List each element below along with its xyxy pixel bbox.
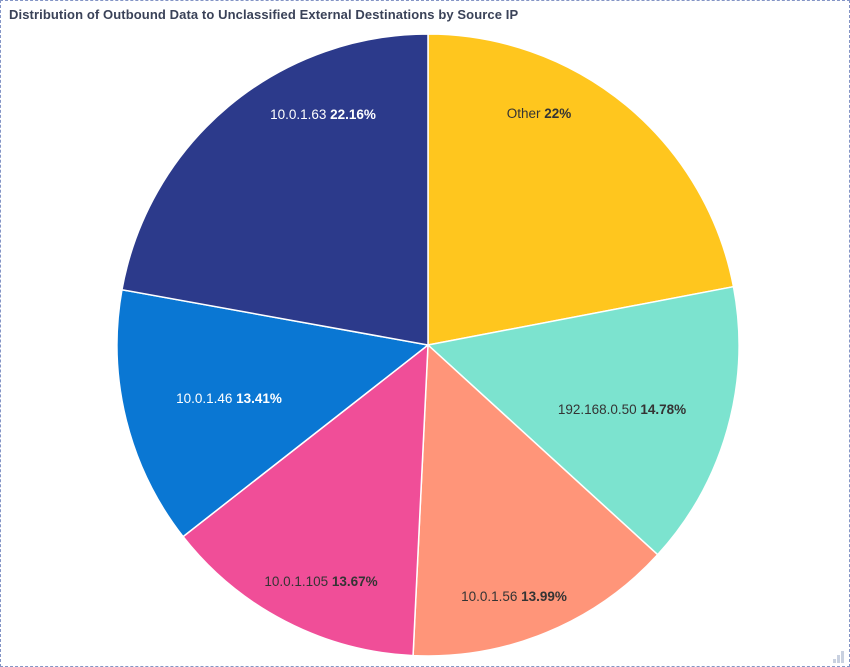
pie-slice-10-0-1-56[interactable] bbox=[412, 344, 659, 657]
pie-slice-192-168-0-50[interactable] bbox=[427, 285, 740, 556]
resize-handle-icon[interactable] bbox=[833, 651, 845, 663]
pie-slice-10-0-1-46[interactable] bbox=[116, 289, 429, 538]
pie-slice-10-0-1-63[interactable] bbox=[121, 33, 429, 346]
pie-slice-label: 10.0.1.46 13.41% bbox=[176, 391, 282, 406]
pie-slice-label: 192.168.0.50 14.78% bbox=[558, 402, 686, 417]
pie-slice-10-0-1-105[interactable] bbox=[182, 344, 429, 657]
pie-slice-Other[interactable] bbox=[427, 33, 735, 346]
pie-slice-label: 10.0.1.63 22.16% bbox=[270, 107, 376, 122]
pie-slice-label: 10.0.1.105 13.67% bbox=[264, 574, 377, 589]
pie-slice-label: 10.0.1.56 13.99% bbox=[461, 589, 567, 604]
pie-slice-label: Other 22% bbox=[507, 106, 572, 121]
chart-title: Distribution of Outbound Data to Unclass… bbox=[9, 7, 519, 22]
